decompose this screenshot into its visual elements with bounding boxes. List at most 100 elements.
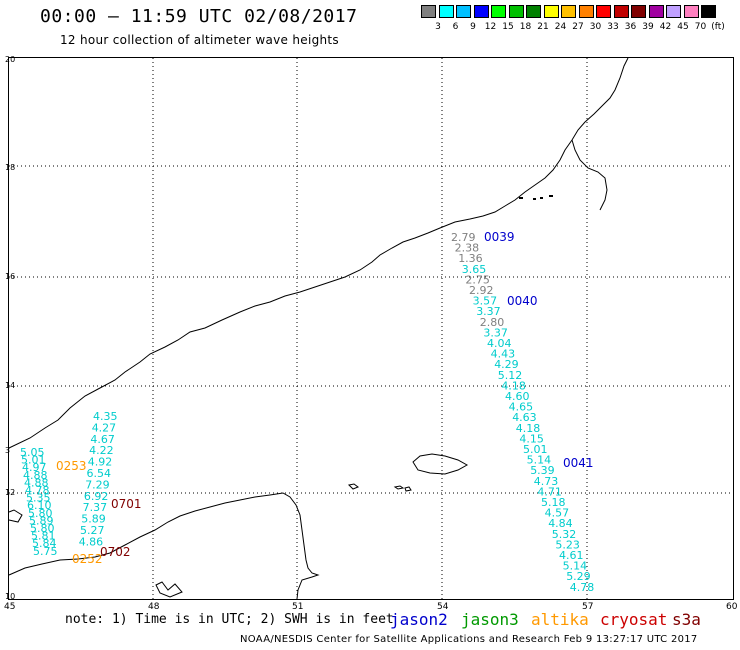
track-value: 3.37 (483, 326, 508, 339)
track-value: 5.89 (29, 514, 54, 527)
track-value: 5.14 (563, 560, 588, 573)
track-value: 5.80 (28, 507, 53, 520)
track-value: 3.37 (476, 305, 501, 318)
track-value: 4.18 (516, 422, 541, 435)
pass-label-0040: 0040 (507, 294, 538, 308)
legend-swatch (596, 5, 611, 18)
track-value: 4.78 (570, 581, 595, 594)
island-darsah (404, 486, 412, 492)
lat-label-12: 12 (5, 488, 16, 497)
legend-swatch (666, 5, 681, 18)
track-value: 5.75 (33, 545, 58, 558)
track-value: 4.73 (534, 475, 559, 488)
legend-label: (ft) (711, 22, 725, 32)
track-value: 4.86 (79, 535, 104, 548)
legend-swatch (438, 5, 454, 18)
pass-label-0253: 0253 (56, 459, 87, 473)
track-value: 6.54 (87, 467, 112, 480)
legend-swatch (543, 5, 559, 18)
track-value: 4.18 (501, 379, 526, 392)
legend-label: 6 (452, 22, 459, 32)
legend-label: 9 (470, 22, 476, 32)
track-value: 5.01 (523, 443, 548, 456)
track-value: 6.92 (84, 490, 109, 503)
legend-label: 70 (694, 22, 707, 32)
legend-label: 27 (572, 22, 584, 32)
legend-swatch (456, 5, 471, 18)
lat-label-18: 18 (5, 163, 16, 172)
legend-swatch (683, 5, 699, 18)
sat-s3a: s3a (672, 610, 701, 629)
track-value: 5.89 (81, 513, 106, 526)
legend-label: 12 (484, 22, 497, 32)
track-value: 4.29 (494, 358, 519, 371)
track-value: 4.04 (487, 337, 512, 350)
track-value: 2.92 (469, 284, 494, 297)
track-value: 6.10 (27, 499, 52, 512)
coastline-somalia (8, 492, 320, 600)
track-value: 4.57 (545, 507, 570, 520)
legend-label: 21 (537, 22, 549, 32)
track-value: 5.12 (498, 369, 523, 382)
lat-label-20: 20 (5, 55, 16, 64)
legend-label: 36 (624, 22, 637, 32)
pass-label-0039: 0039 (484, 230, 515, 244)
lon-label-60: 60 (726, 602, 738, 612)
island-socotra (412, 453, 469, 475)
pass-label-0252: 0252 (72, 552, 103, 566)
legend-swatch (491, 5, 506, 18)
legend-label: 45 (677, 22, 689, 32)
legend-swatch (508, 5, 524, 18)
track-west-a-values: 5.055.014.974.884.884.785.356.105.805.89… (20, 446, 58, 558)
track-value: 5.14 (527, 454, 552, 467)
track-value: 4.35 (93, 410, 118, 423)
track-value: 4.71 (537, 485, 562, 498)
coastline-arabia (8, 57, 629, 449)
track-value: 4.88 (23, 469, 48, 482)
legend-swatch (578, 5, 594, 18)
footer-credit: NOAA/NESDIS Center for Satellite Applica… (240, 634, 698, 645)
track-value: 4.88 (24, 476, 49, 489)
track-value: 4.63 (512, 411, 537, 424)
legend-label: 42 (659, 22, 672, 32)
track-east-values: 2.792.381.363.652.752.923.573.372.803.37… (451, 231, 594, 594)
track-value: 7.37 (83, 501, 108, 514)
legend-swatch (561, 5, 576, 18)
track-value: 4.60 (505, 390, 530, 403)
track-value: 5.05 (20, 446, 45, 459)
track-value: 4.97 (22, 461, 47, 474)
track-value: 4.92 (88, 456, 113, 469)
track-value: 3.57 (473, 295, 498, 308)
track-value: 7.29 (85, 478, 110, 491)
legend-label: 3 (435, 22, 441, 32)
track-value: 4.61 (559, 549, 584, 562)
legend-swatch (526, 5, 541, 18)
page-subtitle: 12 hour collection of altimeter wave hei… (60, 33, 339, 47)
track-value: 5.29 (566, 570, 591, 583)
legend-label: 39 (642, 22, 654, 32)
coastline-djibouti (8, 509, 23, 523)
pass-label-0041: 0041 (563, 456, 594, 470)
legend-swatch (421, 5, 436, 18)
islets-coastal (155, 581, 183, 598)
legend-swatch (613, 5, 629, 18)
lat-label-16: 16 (5, 272, 16, 281)
islands-kuria-muria (519, 195, 553, 200)
lon-label-51: 51 (292, 602, 304, 612)
track-value: 4.65 (509, 401, 533, 414)
legend-label: 15 (502, 22, 514, 32)
track-value: 5.80 (30, 522, 55, 535)
legend-label: 18 (519, 22, 532, 32)
map-frame (8, 57, 734, 600)
legend-label: 33 (607, 22, 619, 32)
sat-altika: altika (531, 610, 589, 629)
lon-label-57: 57 (582, 602, 594, 612)
track-value: 3.65 (462, 263, 487, 276)
track-value: 4.43 (491, 348, 515, 361)
lon-label-54: 54 (437, 602, 449, 612)
track-value: 4.78 (25, 484, 50, 497)
track-value: 2.79 (451, 231, 476, 244)
legend-swatch (701, 5, 716, 18)
track-west-b-values: 4.354.274.674.224.926.547.296.927.375.89… (79, 410, 118, 548)
